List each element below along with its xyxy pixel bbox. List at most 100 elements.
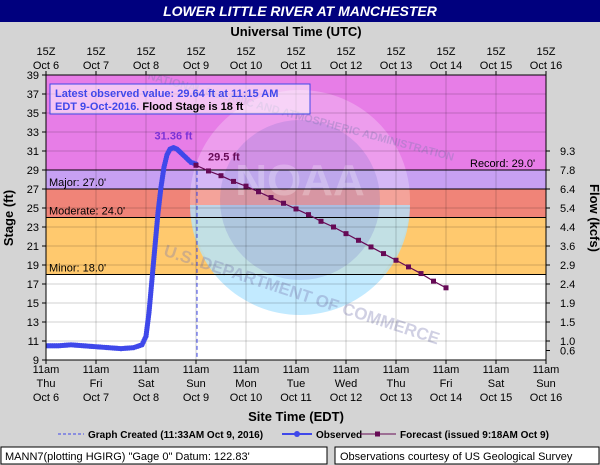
title-bar <box>0 0 600 22</box>
site-tick-hour: 11am <box>183 364 210 376</box>
flow-tick-label: 1.5 <box>560 317 575 329</box>
site-tick-hour: 11am <box>433 364 460 376</box>
stage-tick-label: 17 <box>27 279 39 291</box>
utc-axis: 15Z Oct 6 15Z Oct 7 15Z Oct 8 15Z Oct 9 15Z Oct 1… <box>33 46 562 75</box>
forecast-point <box>331 224 336 230</box>
forecast-point <box>218 173 224 179</box>
site-tick-hour: 11am <box>83 364 110 376</box>
site-tick-day: Tue <box>287 378 306 390</box>
site-tick-day: Sun <box>186 378 206 390</box>
info-line-2-blue: EDT 9-Oct-2016. <box>55 101 139 113</box>
chart-title: LOWER LITTLE RIVER AT MANCHESTER <box>163 3 438 19</box>
site-tick-hour: 11am <box>533 364 560 376</box>
stage-tick-label: 19 <box>27 260 39 272</box>
utc-tick-hour: 15Z <box>137 46 156 58</box>
flow-tick-label: 9.3 <box>560 146 575 158</box>
bottom-axis-title: Site Time (EDT) <box>248 409 344 424</box>
band-major <box>46 170 546 189</box>
stage-tick-label: 21 <box>27 241 39 253</box>
site-tick-day: Thu <box>387 378 406 390</box>
stage-tick-label: 15 <box>27 298 39 310</box>
left-axis-title: Stage (ft) <box>1 190 16 246</box>
info-line-2-rest: Flood Stage is 18 ft <box>139 101 243 113</box>
forecast-point <box>268 195 274 201</box>
footer-courtesy: Observations courtesy of US Geological S… <box>340 451 573 463</box>
site-tick-hour: 11am <box>283 364 310 376</box>
site-tick-hour: 11am <box>133 364 160 376</box>
utc-tick-date: Oct 16 <box>530 60 562 72</box>
site-time-axis: 11am Thu Oct 6 11am Fri Oct 7 11am Sat Oct 8 11am… <box>33 360 562 404</box>
forecast-point <box>281 200 286 206</box>
site-tick-day: Sat <box>138 378 155 390</box>
site-tick-date: Oct 6 <box>33 392 59 404</box>
forecast-point <box>293 206 299 212</box>
watermark-noaa-text: NOAA <box>235 156 365 205</box>
site-tick-hour: 11am <box>33 364 60 376</box>
flow-axis: 0.61.0 1.5 1.9 2.4 2.9 3.6 4.4 5.4 6.4 7.8 9.3 <box>546 146 575 358</box>
threshold-label-major: Major: 27.0' <box>49 177 106 189</box>
site-tick-day: Sat <box>488 378 505 390</box>
site-tick-date: Oct 7 <box>83 392 109 404</box>
flow-tick-label: 1.0 <box>560 336 575 348</box>
utc-tick-date: Oct 10 <box>230 60 262 72</box>
stage-tick-label: 35 <box>27 108 39 120</box>
footer-datum: MANN7(plotting HGIRG) "Gage 0" Datum: 12… <box>5 451 250 463</box>
forecast-point <box>206 168 211 174</box>
site-tick-date: Oct 9 <box>183 392 209 404</box>
utc-tick-date: Oct 9 <box>183 60 209 72</box>
flow-tick-label: 3.6 <box>560 241 575 253</box>
stage-tick-label: 27 <box>27 184 39 196</box>
utc-tick-hour: 15Z <box>37 46 56 58</box>
forecast-point <box>381 251 386 257</box>
utc-tick-date: Oct 8 <box>133 60 159 72</box>
utc-tick-hour: 15Z <box>437 46 456 58</box>
annotation-1: 29.5 ft <box>208 151 240 163</box>
flow-tick-label: 6.4 <box>560 184 575 196</box>
forecast-point <box>243 183 249 189</box>
site-tick-day: Wed <box>335 378 357 390</box>
site-tick-hour: 11am <box>333 364 360 376</box>
forecast-point <box>418 271 424 277</box>
forecast-point <box>431 278 436 284</box>
site-tick-day: Thu <box>37 378 56 390</box>
stage-axis: 9 11 13 15 17 19 21 23 25 27 29 31 33 35 37 39 <box>27 70 46 367</box>
threshold-label-moderate: Moderate: 24.0' <box>49 206 125 218</box>
stage-tick-label: 29 <box>27 165 39 177</box>
stage-tick-label: 37 <box>27 89 39 101</box>
utc-tick-date: Oct 11 <box>280 60 312 72</box>
series-layer <box>46 144 449 352</box>
annotation-0: 31.36 ft <box>155 131 193 143</box>
utc-tick-date: Oct 15 <box>480 60 512 72</box>
utc-tick-hour: 15Z <box>87 46 106 58</box>
flow-tick-label: 7.8 <box>560 165 575 177</box>
right-axis-title: Flow (kcfs) <box>587 184 600 252</box>
legend: Graph Created (11:33AM Oct 9, 2016) Obse… <box>58 430 549 441</box>
legend-observed: Observed <box>316 430 362 441</box>
utc-tick-date: Oct 13 <box>380 60 412 72</box>
threshold-label-minor: Minor: 18.0' <box>49 263 106 275</box>
site-tick-hour: 11am <box>233 364 260 376</box>
stage-tick-label: 9 <box>33 355 39 367</box>
forecast-point <box>443 285 449 291</box>
forecast-point <box>343 231 349 237</box>
flow-tick-label: 2.9 <box>560 260 575 272</box>
utc-tick-hour: 15Z <box>187 46 206 58</box>
forecast-point <box>393 257 399 263</box>
footer: MANN7(plotting HGIRG) "Gage 0" Datum: 12… <box>0 446 600 465</box>
utc-tick-hour: 15Z <box>537 46 556 58</box>
utc-tick-hour: 15Z <box>237 46 256 58</box>
stage-tick-label: 23 <box>27 222 39 234</box>
stage-tick-label: 33 <box>27 127 39 139</box>
forecast-point <box>356 237 361 243</box>
utc-tick-date: Oct 12 <box>330 60 362 72</box>
stage-tick-label: 25 <box>27 203 39 215</box>
forecast-point <box>193 162 199 168</box>
annotations: 31.36 ft 29.5 ft <box>155 131 241 164</box>
utc-tick-hour: 15Z <box>387 46 406 58</box>
site-tick-date: Oct 15 <box>480 392 512 404</box>
forecast-point <box>231 178 236 184</box>
top-axis-title: Universal Time (UTC) <box>230 24 361 39</box>
utc-tick-hour: 15Z <box>487 46 506 58</box>
site-tick-date: Oct 16 <box>530 392 562 404</box>
